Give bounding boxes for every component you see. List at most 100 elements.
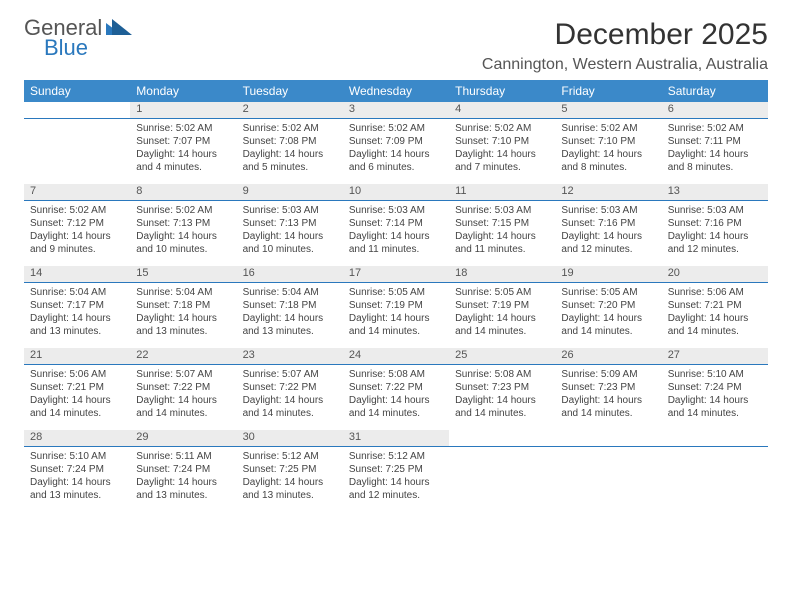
sunset-text: Sunset: 7:14 PM (349, 217, 443, 230)
daylight-text: and 14 minutes. (455, 325, 549, 338)
day-content-row: Sunrise: 5:02 AMSunset: 7:12 PMDaylight:… (24, 200, 768, 262)
sunrise-text: Sunrise: 5:02 AM (136, 204, 230, 217)
daylight-text: and 6 minutes. (349, 161, 443, 174)
daylight-text: and 13 minutes. (243, 489, 337, 502)
day-header-row: Sunday Monday Tuesday Wednesday Thursday… (24, 80, 768, 102)
sunrise-text: Sunrise: 5:05 AM (349, 286, 443, 299)
sunset-text: Sunset: 7:25 PM (349, 463, 443, 476)
day-detail-cell: Sunrise: 5:03 AMSunset: 7:16 PMDaylight:… (555, 200, 661, 262)
sunset-text: Sunset: 7:22 PM (243, 381, 337, 394)
day-number: 10 (349, 185, 361, 197)
day-number-cell (555, 430, 661, 446)
day-detail-cell: Sunrise: 5:03 AMSunset: 7:14 PMDaylight:… (343, 200, 449, 262)
daylight-text: Daylight: 14 hours (30, 476, 124, 489)
daylight-text: Daylight: 14 hours (455, 312, 549, 325)
day-number: 28 (30, 431, 42, 443)
day-number: 31 (349, 431, 361, 443)
daylight-text: Daylight: 14 hours (243, 312, 337, 325)
day-number-row: 78910111213 (24, 184, 768, 200)
day-detail-cell: Sunrise: 5:02 AMSunset: 7:10 PMDaylight:… (555, 118, 661, 180)
day-number: 29 (136, 431, 148, 443)
day-number-cell (449, 430, 555, 446)
sunset-text: Sunset: 7:24 PM (136, 463, 230, 476)
day-detail-cell: Sunrise: 5:02 AMSunset: 7:13 PMDaylight:… (130, 200, 236, 262)
daylight-text: Daylight: 14 hours (455, 230, 549, 243)
day-detail-cell: Sunrise: 5:06 AMSunset: 7:21 PMDaylight:… (662, 282, 768, 344)
day-number-row: 28 29 30 31 (24, 430, 768, 446)
day-header: Friday (555, 80, 661, 102)
day-number-cell: 15 (130, 266, 236, 282)
day-number-cell: 12 (555, 184, 661, 200)
daylight-text: and 13 minutes. (30, 489, 124, 502)
sunrise-text: Sunrise: 5:08 AM (455, 368, 549, 381)
daylight-text: and 12 minutes. (668, 243, 762, 256)
sunrise-text: Sunrise: 5:07 AM (136, 368, 230, 381)
daylight-text: and 7 minutes. (455, 161, 549, 174)
day-detail-cell: Sunrise: 5:04 AMSunset: 7:17 PMDaylight:… (24, 282, 130, 344)
daylight-text: Daylight: 14 hours (349, 312, 443, 325)
daylight-text: Daylight: 14 hours (243, 148, 337, 161)
day-number-cell: 28 (24, 430, 130, 446)
sunrise-text: Sunrise: 5:02 AM (30, 204, 124, 217)
month-title: December 2025 (482, 18, 768, 52)
sunrise-text: Sunrise: 5:03 AM (455, 204, 549, 217)
sunrise-text: Sunrise: 5:03 AM (561, 204, 655, 217)
day-number: 15 (136, 267, 148, 279)
day-number: 3 (349, 103, 355, 115)
sunrise-text: Sunrise: 5:02 AM (243, 122, 337, 135)
calendar-table: Sunday Monday Tuesday Wednesday Thursday… (24, 80, 768, 508)
daylight-text: and 8 minutes. (561, 161, 655, 174)
day-detail-cell: Sunrise: 5:05 AMSunset: 7:19 PMDaylight:… (343, 282, 449, 344)
day-detail-cell (449, 446, 555, 508)
day-number-row: 21222324252627 (24, 348, 768, 364)
day-detail-cell: Sunrise: 5:07 AMSunset: 7:22 PMDaylight:… (237, 364, 343, 426)
day-number-cell: 2 (237, 102, 343, 118)
sunrise-text: Sunrise: 5:03 AM (243, 204, 337, 217)
day-detail-cell: Sunrise: 5:10 AMSunset: 7:24 PMDaylight:… (662, 364, 768, 426)
day-number: 8 (136, 185, 142, 197)
day-number-cell: 30 (237, 430, 343, 446)
day-number-cell: 29 (130, 430, 236, 446)
daylight-text: and 14 minutes. (561, 325, 655, 338)
sunset-text: Sunset: 7:11 PM (668, 135, 762, 148)
day-detail-cell: Sunrise: 5:05 AMSunset: 7:20 PMDaylight:… (555, 282, 661, 344)
day-number-cell: 5 (555, 102, 661, 118)
day-number-cell: 3 (343, 102, 449, 118)
sunrise-text: Sunrise: 5:05 AM (455, 286, 549, 299)
sunrise-text: Sunrise: 5:11 AM (136, 450, 230, 463)
daylight-text: and 9 minutes. (30, 243, 124, 256)
day-number: 22 (136, 349, 148, 361)
daylight-text: Daylight: 14 hours (561, 394, 655, 407)
sunrise-text: Sunrise: 5:02 AM (349, 122, 443, 135)
daylight-text: and 12 minutes. (561, 243, 655, 256)
daylight-text: Daylight: 14 hours (668, 148, 762, 161)
day-detail-cell: Sunrise: 5:11 AMSunset: 7:24 PMDaylight:… (130, 446, 236, 508)
daylight-text: Daylight: 14 hours (349, 230, 443, 243)
sunset-text: Sunset: 7:22 PM (349, 381, 443, 394)
day-number: 25 (455, 349, 467, 361)
day-number: 1 (136, 103, 142, 115)
logo: General Blue (24, 18, 132, 58)
sunset-text: Sunset: 7:09 PM (349, 135, 443, 148)
day-detail-cell: Sunrise: 5:06 AMSunset: 7:21 PMDaylight:… (24, 364, 130, 426)
day-number-cell (662, 430, 768, 446)
day-detail-cell (24, 118, 130, 180)
daylight-text: Daylight: 14 hours (349, 394, 443, 407)
day-content-row: Sunrise: 5:06 AMSunset: 7:21 PMDaylight:… (24, 364, 768, 426)
sunset-text: Sunset: 7:22 PM (136, 381, 230, 394)
day-number-cell: 13 (662, 184, 768, 200)
day-number: 30 (243, 431, 255, 443)
header: General Blue December 2025 Cannington, W… (24, 18, 768, 80)
sunset-text: Sunset: 7:16 PM (668, 217, 762, 230)
day-number: 11 (455, 185, 466, 197)
day-number: 7 (30, 185, 36, 197)
daylight-text: and 13 minutes. (30, 325, 124, 338)
day-detail-cell: Sunrise: 5:03 AMSunset: 7:15 PMDaylight:… (449, 200, 555, 262)
day-detail-cell: Sunrise: 5:02 AMSunset: 7:11 PMDaylight:… (662, 118, 768, 180)
sunset-text: Sunset: 7:12 PM (30, 217, 124, 230)
day-number-row: 123456 (24, 102, 768, 118)
day-detail-cell: Sunrise: 5:02 AMSunset: 7:07 PMDaylight:… (130, 118, 236, 180)
daylight-text: and 4 minutes. (136, 161, 230, 174)
day-header: Tuesday (237, 80, 343, 102)
day-number: 13 (668, 185, 680, 197)
